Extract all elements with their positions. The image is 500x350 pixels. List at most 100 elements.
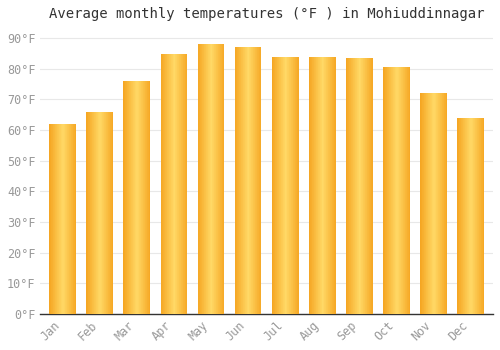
Bar: [205, 44, 206, 314]
Bar: [371, 58, 372, 314]
Bar: [424, 93, 425, 314]
Bar: [66, 124, 67, 314]
Bar: [220, 44, 221, 314]
Bar: [328, 57, 329, 314]
Bar: [462, 118, 463, 314]
Bar: [235, 48, 236, 314]
Bar: [166, 54, 167, 314]
Bar: [238, 48, 239, 314]
Bar: [261, 48, 262, 314]
Bar: [403, 67, 404, 314]
Bar: [56, 124, 57, 314]
Bar: [206, 44, 207, 314]
Bar: [364, 58, 365, 314]
Bar: [109, 112, 110, 314]
Bar: [54, 124, 55, 314]
Bar: [396, 67, 397, 314]
Bar: [209, 44, 210, 314]
Bar: [289, 57, 290, 314]
Bar: [96, 112, 97, 314]
Bar: [324, 57, 325, 314]
Bar: [138, 81, 139, 314]
Bar: [317, 57, 318, 314]
Bar: [131, 81, 132, 314]
Bar: [111, 112, 112, 314]
Bar: [243, 48, 244, 314]
Bar: [369, 58, 370, 314]
Bar: [421, 93, 422, 314]
Bar: [399, 67, 400, 314]
Bar: [255, 48, 256, 314]
Bar: [86, 112, 87, 314]
Bar: [103, 112, 104, 314]
Bar: [104, 112, 105, 314]
Bar: [57, 124, 58, 314]
Bar: [101, 112, 102, 314]
Bar: [327, 57, 328, 314]
Bar: [53, 124, 54, 314]
Bar: [321, 57, 322, 314]
Bar: [88, 112, 89, 314]
Bar: [184, 54, 186, 314]
Bar: [391, 67, 392, 314]
Bar: [259, 48, 260, 314]
Bar: [362, 58, 363, 314]
Bar: [223, 44, 224, 314]
Bar: [393, 67, 394, 314]
Bar: [182, 54, 184, 314]
Bar: [458, 118, 459, 314]
Bar: [406, 67, 408, 314]
Bar: [387, 67, 388, 314]
Bar: [283, 57, 284, 314]
Bar: [432, 93, 433, 314]
Bar: [212, 44, 213, 314]
Bar: [130, 81, 131, 314]
Bar: [313, 57, 314, 314]
Bar: [237, 48, 238, 314]
Bar: [360, 58, 361, 314]
Bar: [186, 54, 188, 314]
Bar: [273, 57, 274, 314]
Bar: [170, 54, 171, 314]
Bar: [148, 81, 149, 314]
Bar: [286, 57, 287, 314]
Bar: [107, 112, 108, 314]
Bar: [479, 118, 480, 314]
Bar: [221, 44, 222, 314]
Bar: [290, 57, 291, 314]
Bar: [330, 57, 331, 314]
Bar: [171, 54, 172, 314]
Bar: [470, 118, 471, 314]
Bar: [439, 93, 440, 314]
Bar: [142, 81, 143, 314]
Bar: [326, 57, 327, 314]
Bar: [68, 124, 70, 314]
Bar: [329, 57, 330, 314]
Bar: [161, 54, 162, 314]
Bar: [466, 118, 467, 314]
Bar: [394, 67, 395, 314]
Bar: [50, 124, 51, 314]
Bar: [372, 58, 373, 314]
Bar: [350, 58, 351, 314]
Bar: [90, 112, 91, 314]
Bar: [443, 93, 444, 314]
Bar: [49, 124, 50, 314]
Bar: [354, 58, 355, 314]
Bar: [279, 57, 280, 314]
Bar: [281, 57, 282, 314]
Bar: [215, 44, 216, 314]
Bar: [352, 58, 353, 314]
Bar: [430, 93, 431, 314]
Bar: [207, 44, 208, 314]
Bar: [165, 54, 166, 314]
Bar: [285, 57, 286, 314]
Bar: [208, 44, 209, 314]
Bar: [386, 67, 387, 314]
Bar: [102, 112, 103, 314]
Bar: [481, 118, 482, 314]
Bar: [219, 44, 220, 314]
Bar: [124, 81, 125, 314]
Bar: [275, 57, 276, 314]
Bar: [162, 54, 163, 314]
